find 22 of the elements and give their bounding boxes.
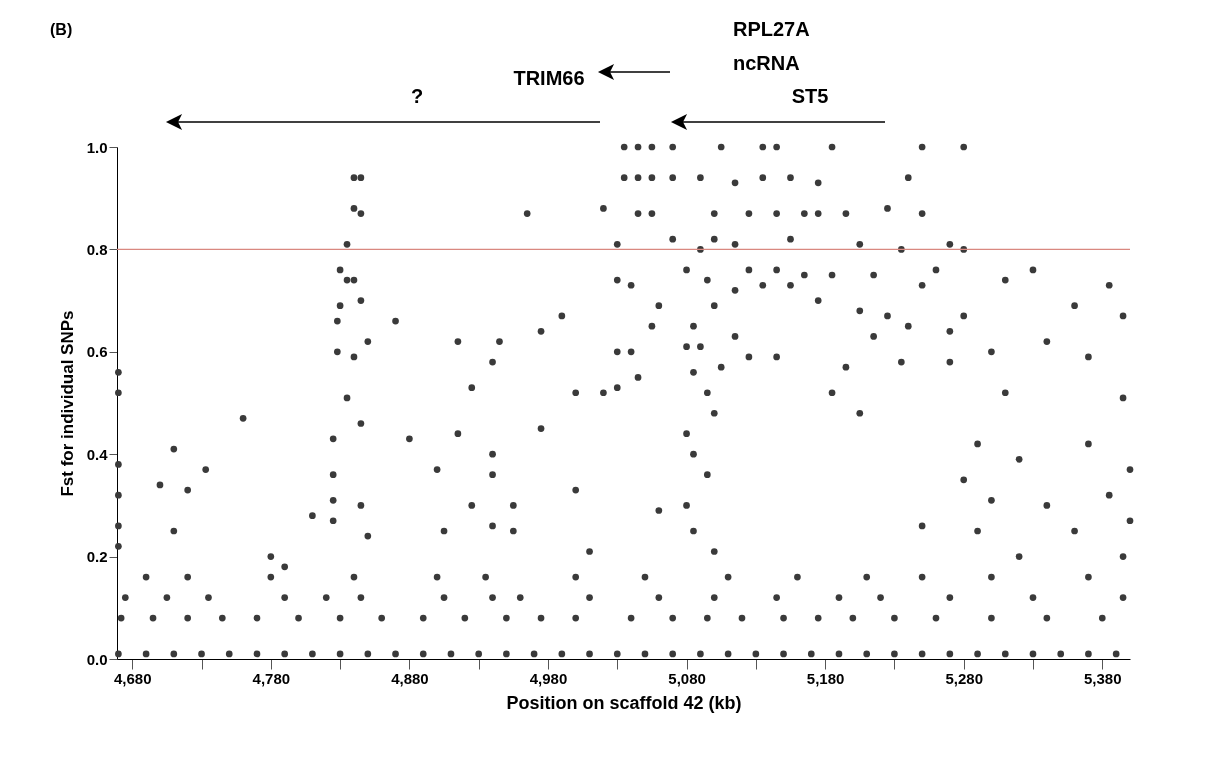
x-tick-label: 4,780 [252, 669, 291, 687]
text: ncRNA [733, 52, 800, 74]
x-tick-label: 5,080 [668, 669, 706, 687]
y-tick-label: 0.6 [86, 343, 108, 361]
x-tick-label: 5,380 [1084, 669, 1122, 687]
x-tick-label: 4,680 [113, 669, 152, 687]
x-axis-title: Position on scaffold 42 (kb) [506, 692, 742, 713]
y-axis-title: Fst for individual SNPs [57, 310, 77, 497]
x-tick-label: 4,880 [391, 669, 429, 687]
x-tick-label: 4,980 [529, 669, 568, 687]
y-tick-label: 0.8 [86, 240, 108, 258]
text: ? [410, 85, 424, 107]
text: RPL27A [733, 18, 810, 40]
y-tick-label: 0.0 [86, 650, 108, 668]
y-tick-label: 1.0 [86, 138, 108, 156]
x-tick-label: 5,280 [945, 669, 983, 687]
text: ST5 [791, 85, 829, 107]
text: (B) [50, 21, 73, 38]
y-tick-label: 0.2 [86, 548, 108, 566]
y-tick-label: 0.4 [86, 445, 109, 463]
text: TRIM66 [513, 67, 585, 89]
x-tick-label: 5,180 [806, 669, 845, 687]
